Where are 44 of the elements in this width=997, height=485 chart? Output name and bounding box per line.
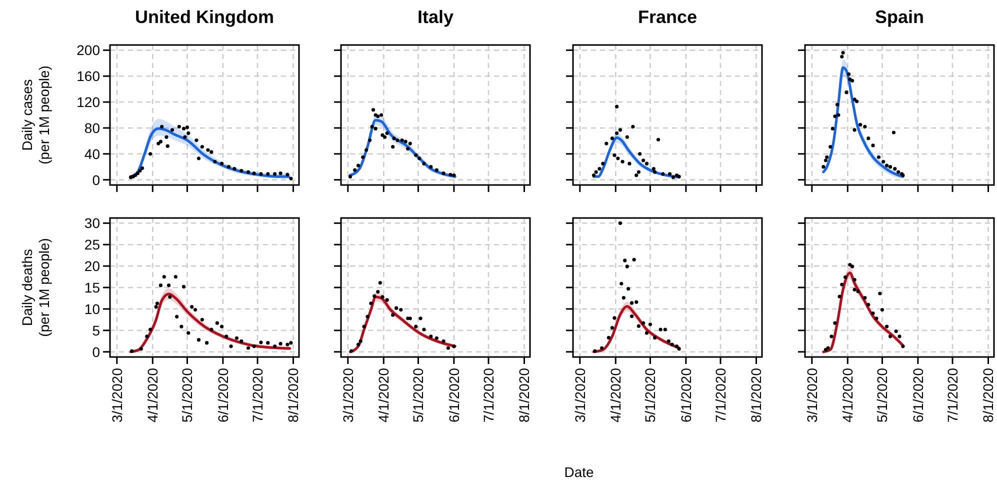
y-tick-label: 40 bbox=[84, 146, 100, 162]
y-tick-label: 20 bbox=[84, 258, 100, 274]
y-tick-label: 0 bbox=[92, 172, 100, 188]
y-tick-label: 160 bbox=[76, 68, 100, 84]
x-tick-label: 3/1/2020 bbox=[572, 368, 588, 422]
chart-title: United Kingdom bbox=[135, 7, 274, 27]
y-tick-label: 10 bbox=[84, 300, 100, 317]
x-tick-label: 5/1/2020 bbox=[642, 368, 658, 422]
x-tick-label: 6/1/2020 bbox=[446, 368, 462, 422]
x-tick-label: 5/1/2020 bbox=[410, 368, 426, 422]
x-tick-label: 6/1/2020 bbox=[214, 368, 231, 422]
x-tick-label: 6/1/2020 bbox=[910, 368, 926, 422]
x-tick-label: 4/1/2020 bbox=[840, 368, 856, 422]
x-tick-label: 7/1/2020 bbox=[480, 368, 497, 422]
x-tick-label: 4/1/2020 bbox=[608, 368, 624, 422]
x-tick-label: 8/1/2020 bbox=[980, 368, 996, 422]
x-tick-label: 5/1/2020 bbox=[179, 368, 196, 422]
x-tick-label: 5/1/2020 bbox=[874, 368, 890, 422]
y-tick-label: 200 bbox=[76, 42, 100, 58]
x-tick-label: 7/1/2020 bbox=[250, 368, 266, 422]
x-tick-label: 3/1/2020 bbox=[108, 368, 125, 422]
y-tick-label: 25 bbox=[84, 236, 100, 253]
y-tick-label: 30 bbox=[84, 215, 100, 232]
y-tick-label: 15 bbox=[84, 280, 100, 296]
x-tick-label: 4/1/2020 bbox=[376, 368, 392, 422]
x-tick-label: 4/1/2020 bbox=[144, 368, 161, 422]
y-tick-label: 5 bbox=[92, 322, 100, 338]
y-tick-label: 80 bbox=[84, 120, 100, 136]
x-tick-label: 7/1/2020 bbox=[712, 368, 729, 422]
x-tick-label: 6/1/2020 bbox=[678, 368, 694, 422]
y-axis-title: Daily deaths (per 1M people) bbox=[19, 238, 52, 337]
chart-title: Spain bbox=[874, 7, 924, 27]
x-axis-title: Date bbox=[564, 464, 594, 480]
x-tick-label: 8/1/2020 bbox=[748, 368, 764, 422]
x-tick-label: 8/1/2020 bbox=[516, 368, 532, 422]
y-tick-label: 120 bbox=[76, 94, 100, 110]
y-tick-label: 0 bbox=[92, 344, 100, 360]
x-tick-label: 7/1/2020 bbox=[944, 368, 961, 422]
chart-title: Italy bbox=[417, 7, 454, 27]
x-tick-label: 8/1/2020 bbox=[285, 368, 302, 422]
x-tick-label: 3/1/2020 bbox=[340, 368, 356, 422]
y-axis-title: Daily cases (per 1M people) bbox=[19, 66, 52, 164]
chart-title: France bbox=[638, 7, 698, 27]
x-tick-label: 3/1/2020 bbox=[804, 368, 820, 422]
